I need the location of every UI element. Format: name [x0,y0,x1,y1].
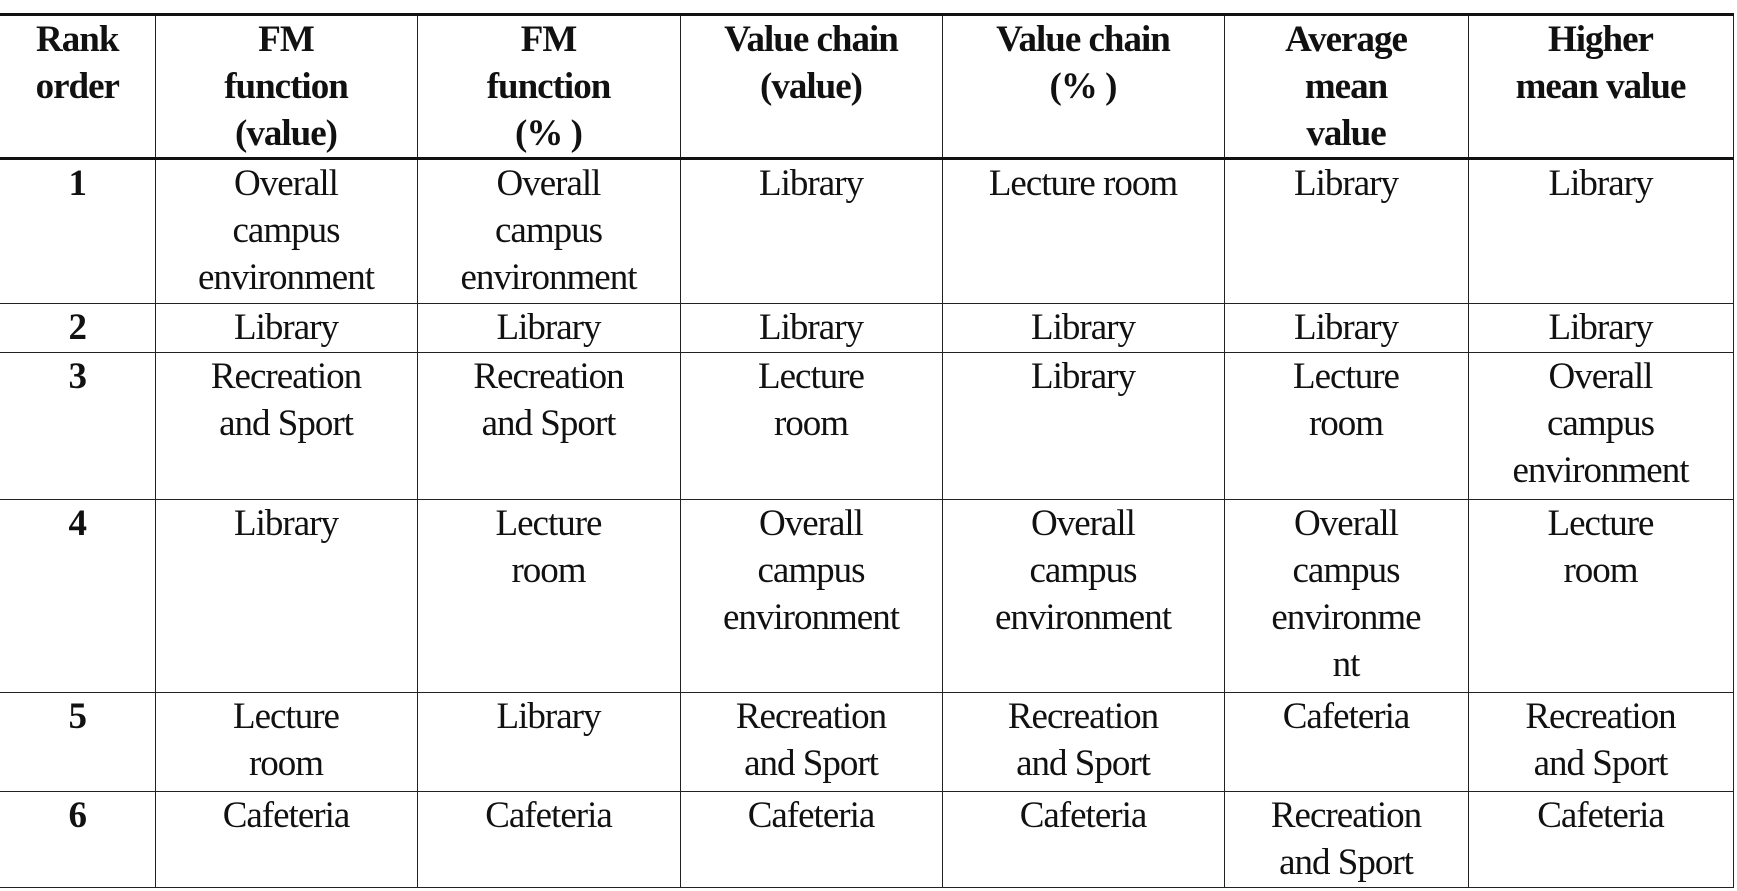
rank-cell: 4 [0,499,156,693]
table-cell: Cafeteria [1223,692,1469,792]
table-cell: Recreation and Sport [416,352,681,500]
header-fm-function-value: FM function (value) [154,13,418,160]
table-cell: Library [679,158,943,304]
header-value-chain-value: Value chain (value) [679,13,943,160]
table-cell: Lecture room [1223,352,1469,500]
rank-cell: 2 [0,303,156,353]
rank-cell: 1 [0,158,156,304]
header-fm-function-percent: FM function (% ) [416,13,681,160]
header-row: Rank order FM function (value) FM functi… [0,13,1734,160]
table-cell: Library [1223,303,1469,353]
table-cell: Overall campus environment [941,499,1225,693]
header-higher-mean-value: Higher mean value [1467,13,1734,160]
table-cell: Overall campus environment [679,499,943,693]
table-cell: Recreation and Sport [1467,692,1734,792]
table-cell: Lecture room [154,692,418,792]
table-row: 5 Lecture room Library Recreation and Sport… [0,692,1734,792]
rank-cell: 5 [0,692,156,792]
table-cell: Library [941,352,1225,500]
table-cell: Overall campus environme nt [1223,499,1469,693]
table-cell: Lecture room [941,158,1225,304]
table-row: 6 Cafeteria Cafeteria Cafeteria Cafeteria Rec… [0,791,1734,888]
table-cell: Cafeteria [154,791,418,888]
table-cell: Library [1467,158,1734,304]
table-cell: Library [416,692,681,792]
table-cell: Library [941,303,1225,353]
table-cell: Lecture room [416,499,681,693]
table-cell: Recreation and Sport [941,692,1225,792]
table-cell: Library [154,303,418,353]
rank-cell: 6 [0,791,156,888]
table-cell: Library [679,303,943,353]
header-value-chain-percent: Value chain (% ) [941,13,1225,160]
table-row: 4 Library Lecture room Overall campus envir… [0,499,1734,693]
table-cell: Overall campus environment [154,158,418,304]
table-cell: Cafeteria [1467,791,1734,888]
table-cell: Library [154,499,418,693]
table-cell: Library [1467,303,1734,353]
table-cell: Cafeteria [416,791,681,888]
rank-cell: 3 [0,352,156,500]
ranking-table: Rank order FM function (value) FM functi… [0,13,1734,888]
table-cell: Recreation and Sport [679,692,943,792]
table-cell: Lecture room [1467,499,1734,693]
table-cell: Library [416,303,681,353]
table-cell: Recreation and Sport [154,352,418,500]
header-rank-order: Rank order [0,13,156,160]
table-row: 1 Overall campus environment Overall campu… [0,158,1734,304]
table-cell: Library [1223,158,1469,304]
table-cell: Lecture room [679,352,943,500]
table-cell: Cafeteria [941,791,1225,888]
table-cell: Overall campus environment [416,158,681,304]
table-row: 3 Recreation and Sport Recreation and Spor… [0,352,1734,500]
header-average-mean-value: Average mean value [1223,13,1469,160]
table-row: 2 Library Library Library Library Library Libr… [0,303,1734,353]
table-cell: Overall campus environment [1467,352,1734,500]
table-cell: Recreation and Sport [1223,791,1469,888]
table-cell: Cafeteria [679,791,943,888]
